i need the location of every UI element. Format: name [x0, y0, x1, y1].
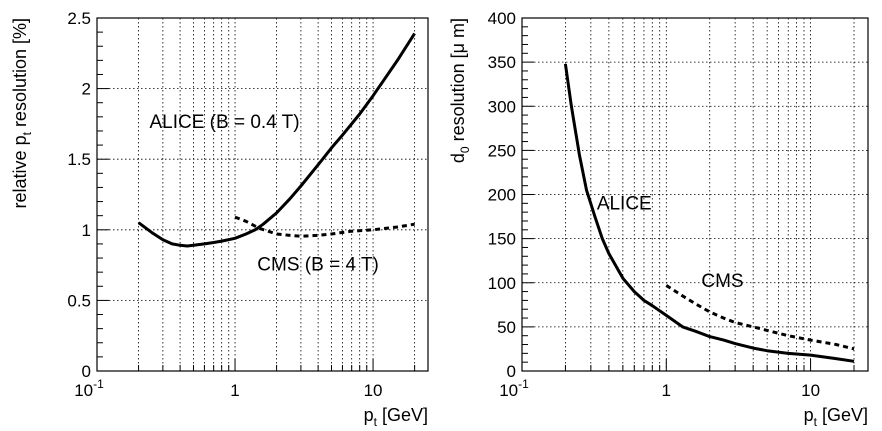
- x-tick-label-exponent: -1: [93, 377, 104, 391]
- series-line-alice: [563, 63, 855, 363]
- series-line-alice: [137, 32, 416, 248]
- y-tick-label: 300: [488, 97, 516, 116]
- y-tick-label: 1: [82, 221, 91, 240]
- y-axis-title: d0 resolution [μ m]: [448, 18, 472, 163]
- series-line-cms: [665, 284, 855, 351]
- y-tick-label: 400: [488, 9, 516, 28]
- x-gridlines: [138, 18, 416, 371]
- x-axis-title: pt [GeV]: [804, 405, 868, 429]
- y-axis-title: relative pt resolution [%]: [10, 18, 34, 208]
- x-tick-label-base: 10: [74, 381, 93, 400]
- x-axis-title-subscript: t: [814, 415, 818, 429]
- x-axis-title-unit: [GeV]: [377, 405, 428, 425]
- y-axis-title-unit: resolution [μ m]: [448, 18, 468, 146]
- y-tick-label: 100: [488, 274, 516, 293]
- x-tick-label-exponent: -1: [518, 377, 529, 391]
- x-axis-title-main: p: [804, 405, 814, 425]
- x-tick-label: 10: [364, 381, 383, 400]
- plot-frame: [521, 17, 869, 372]
- x-axis-title-subscript: t: [374, 415, 378, 429]
- y-axis-title-main: d: [448, 153, 468, 163]
- y-tick-label: 150: [488, 230, 516, 249]
- y-tick-label: 350: [488, 53, 516, 72]
- series-annotation: ALICE: [597, 194, 652, 215]
- y-tick-label: 2: [82, 80, 91, 99]
- y-tick-label: 0: [82, 362, 91, 381]
- y-tick-label: 0: [507, 362, 516, 381]
- x-tick-label: 10-1: [74, 377, 104, 400]
- y-tick-label: 1.5: [67, 150, 91, 169]
- y-tick-label: 0.5: [67, 291, 91, 310]
- x-tick-label: 1: [662, 381, 671, 400]
- y-axis-title-subscript: 0: [458, 146, 472, 153]
- y-axis-title-subscript: t: [20, 131, 34, 135]
- y-axis-title-unit: resolution [%]: [10, 18, 30, 132]
- x-axis-title: pt [GeV]: [364, 405, 428, 429]
- x-tick-label-base: 10: [499, 381, 518, 400]
- series-annotation: CMS (B = 4 T): [257, 255, 379, 276]
- x-axis-title-main: p: [364, 405, 374, 425]
- y-gridlines: [97, 17, 428, 372]
- y-tick-label: 2.5: [67, 9, 91, 28]
- y-gridlines: [522, 17, 868, 372]
- y-tick-label: 250: [488, 141, 516, 160]
- series-annotation: ALICE (B = 0.4 T): [149, 112, 299, 133]
- series-line-cms: [234, 215, 415, 238]
- y-axis-title-main: relative p: [10, 135, 30, 208]
- x-tick-label: 10: [801, 381, 820, 400]
- series-annotation: CMS: [701, 271, 743, 292]
- y-tick-label: 200: [488, 186, 516, 205]
- x-tick-label: 10-1: [499, 377, 529, 400]
- x-tick-label: 1: [230, 381, 239, 400]
- x-axis-title-unit: [GeV]: [817, 405, 868, 425]
- y-tick-label: 50: [497, 318, 516, 337]
- plot-frame: [96, 17, 429, 372]
